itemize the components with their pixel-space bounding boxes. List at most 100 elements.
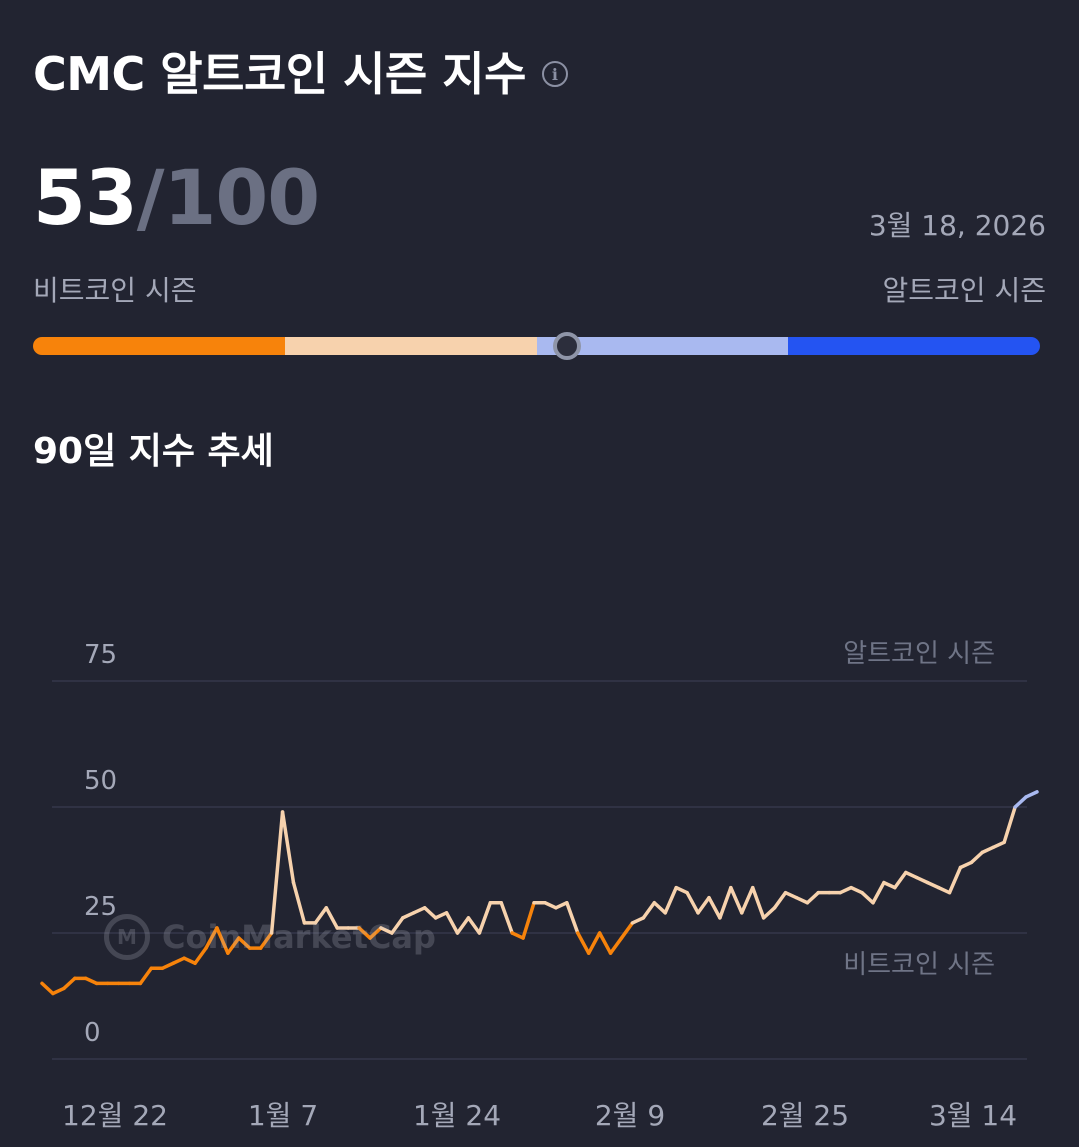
y-tick-label: 50 (84, 766, 117, 796)
line-segment (772, 890, 788, 910)
line-segment (204, 926, 219, 950)
line-segment (510, 931, 525, 940)
x-tick-label: 1월 24 (413, 1099, 501, 1132)
line-segment (849, 885, 864, 895)
title-row: CMC 알트코인 시즌 지수 i (33, 44, 568, 104)
line-segment (324, 906, 339, 930)
page-title: CMC 알트코인 시즌 지수 (33, 47, 526, 101)
x-tick-label: 2월 25 (761, 1099, 849, 1132)
watermark-text: CoinMarketCap (162, 918, 436, 956)
line-segment (947, 865, 963, 895)
line-segment (433, 911, 449, 920)
line-segment (237, 936, 252, 950)
line-segment (368, 926, 383, 940)
line-segment (357, 926, 372, 940)
line-segment (663, 885, 678, 915)
trend-title: 90일 지수 추세 (33, 431, 274, 472)
line-segment (160, 961, 175, 971)
line-segment (783, 890, 799, 900)
line-segment (477, 901, 493, 935)
line-segment (543, 901, 558, 910)
coinmarketcap-watermark: M CoinMarketCap (104, 914, 436, 960)
line-segment (182, 956, 197, 965)
season-meter (33, 337, 1040, 355)
line-segment (641, 901, 657, 920)
line-segment (379, 926, 394, 935)
line-segment (904, 870, 919, 880)
index-line (40, 790, 1039, 996)
line-segment (40, 981, 55, 996)
chart-grid (52, 680, 1027, 1060)
line-segment (805, 890, 821, 905)
x-tick-label: 3월 14 (929, 1099, 1017, 1132)
line-segment (882, 880, 897, 890)
line-segment (83, 976, 99, 986)
index-score: 53/100 (33, 150, 321, 246)
line-segment (761, 906, 777, 920)
score-separator: / (136, 153, 165, 242)
line-segment (466, 916, 482, 935)
meter-segment-bitcoin (33, 337, 285, 355)
meter-segment-bitcoin-lean (284, 337, 537, 355)
line-segment (597, 931, 613, 955)
date-label: 3월 18, 2026 (868, 209, 1046, 242)
meter-segment-altcoin-lean (536, 337, 789, 355)
line-segment (794, 895, 810, 905)
line-segment (958, 860, 974, 870)
x-tick-label: 12월 22 (62, 1099, 168, 1132)
y-tick-label: 0 (84, 1018, 101, 1048)
line-segment (171, 956, 186, 965)
line-segment (991, 840, 1006, 850)
line-segment (893, 870, 908, 890)
line-segment (860, 890, 875, 905)
line-segment (969, 850, 985, 865)
meter-knob[interactable] (552, 332, 581, 360)
line-segment (455, 916, 471, 935)
line-segment (280, 810, 296, 885)
line-segment (215, 926, 230, 955)
line-segment (193, 946, 208, 965)
line-segment (652, 901, 667, 915)
line-segment (521, 901, 536, 940)
y-tick-label: 25 (84, 892, 117, 922)
info-circle-icon[interactable]: i (541, 61, 568, 87)
line-segment (401, 911, 416, 920)
line-segment (750, 885, 766, 920)
y-tick-labels: 0 25 50 75 (84, 640, 117, 1048)
line-segment (740, 885, 755, 915)
line-segment (291, 880, 307, 925)
line-segment (674, 885, 689, 895)
line-segment (980, 845, 996, 855)
line-segment (412, 906, 427, 915)
line-segment (838, 885, 853, 895)
line-segment (138, 966, 154, 986)
line-segment (51, 986, 66, 996)
meter-left-label: 비트코인 시즌 (33, 274, 197, 307)
meter-right-label: 알트코인 시즌 (882, 274, 1046, 307)
line-segment (269, 810, 285, 935)
line-segment (226, 936, 241, 955)
x-tick-label: 2월 9 (595, 1099, 665, 1132)
line-segment (565, 901, 580, 935)
line-segment (62, 976, 77, 991)
line-segment (1024, 790, 1039, 799)
line-segment (390, 916, 405, 935)
line-segment (936, 885, 952, 895)
line-segment (696, 895, 711, 915)
bitcoin-season-annotation: 비트코인 시즌 (843, 950, 995, 980)
score-max: 100 (163, 153, 321, 242)
score-value: 53 (33, 153, 138, 242)
altcoin-season-annotation: 알트코인 시즌 (843, 639, 995, 669)
line-segment (707, 895, 722, 920)
line-segment (444, 911, 460, 935)
line-segment (499, 901, 514, 935)
line-segment (313, 906, 329, 925)
coinmarketcap-logo-icon: M (104, 914, 150, 960)
x-tick-label: 1월 7 (248, 1099, 318, 1132)
line-segment (630, 916, 646, 925)
x-tick-labels: 12월 22 1월 7 1월 24 2월 9 2월 25 3월 14 (62, 1099, 1017, 1132)
line-segment (685, 890, 700, 915)
line-segment (729, 885, 744, 915)
line-segment (1002, 805, 1017, 845)
y-tick-label: 75 (84, 640, 117, 670)
